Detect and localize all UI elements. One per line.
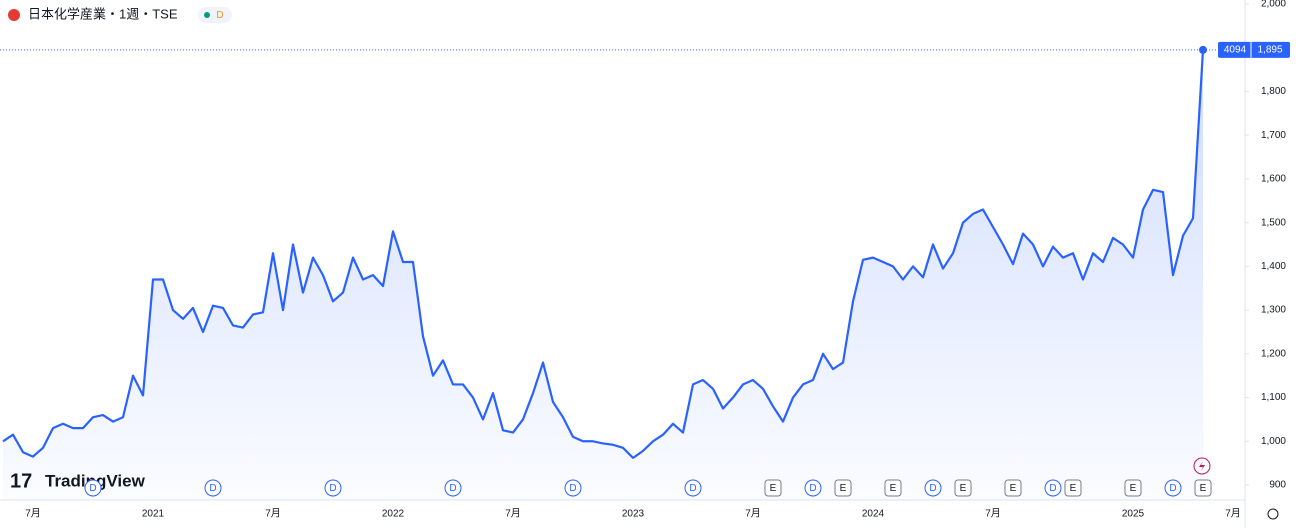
event-label: E [770, 483, 777, 494]
x-tick-label: 2023 [622, 509, 645, 520]
event-label: E [1200, 483, 1207, 494]
status-badge [198, 7, 232, 23]
chart-title: 日本化学産業・1週・TSE [28, 6, 178, 21]
plot [0, 49, 1245, 500]
event-label: E [840, 483, 847, 494]
dividend-marker[interactable] [204, 479, 222, 497]
event-label: D [689, 483, 696, 494]
x-tick-label: 7月 [985, 508, 1001, 520]
event-label: D [929, 483, 936, 494]
dividend-marker[interactable] [444, 479, 462, 497]
dividend-marker[interactable] [684, 479, 702, 497]
event-label: E [960, 483, 967, 494]
last-price-label: 1,895 [1257, 45, 1282, 56]
symbol-code: 4094 [1224, 45, 1247, 56]
symbol-icon [8, 9, 20, 21]
x-tick-label: 7月 [745, 508, 761, 520]
dividend-marker[interactable] [1044, 479, 1062, 497]
dividend-marker[interactable] [804, 479, 822, 497]
price-line [2, 49, 1205, 459]
interval-badge: D [216, 10, 223, 21]
settings-icon[interactable] [1267, 508, 1279, 520]
price-tag [1218, 41, 1290, 58]
event-label: D [89, 483, 96, 494]
lightning-glyph [1199, 461, 1205, 471]
event-label: D [209, 483, 216, 494]
y-tick-label: 1,300 [1261, 305, 1286, 316]
y-tick-label: 1,400 [1261, 261, 1286, 272]
y-tick-label: 2,000 [1261, 0, 1286, 10]
dividend-marker[interactable] [564, 479, 582, 497]
area-fill [3, 49, 1203, 500]
x-tick-label: 2022 [382, 509, 405, 520]
x-tick-label: 2025 [1122, 509, 1145, 520]
x-tick-label: 2021 [142, 509, 165, 520]
earnings-marker[interactable] [1064, 479, 1082, 497]
event-label: E [890, 483, 897, 494]
event-label: D [1169, 483, 1176, 494]
y-tick-label: 1,000 [1261, 436, 1286, 447]
dividend-marker[interactable] [84, 479, 102, 497]
earnings-marker[interactable] [1194, 479, 1212, 497]
event-label: D [1049, 483, 1056, 494]
y-tick-label: 1,200 [1261, 348, 1286, 359]
event-label: D [329, 483, 336, 494]
y-tick-label: 1,700 [1261, 130, 1286, 141]
earnings-marker[interactable] [1124, 479, 1142, 497]
y-tick-label: 1,600 [1261, 174, 1286, 185]
earnings-marker[interactable] [954, 479, 972, 497]
y-tick-label: 1,100 [1261, 392, 1286, 403]
x-tick-label: 7月 [25, 508, 41, 520]
dividend-marker[interactable] [324, 479, 342, 497]
earnings-marker[interactable] [834, 479, 852, 497]
status-dot [204, 12, 210, 18]
event-label: E [1070, 483, 1077, 494]
event-label: E [1130, 483, 1137, 494]
x-tick-label: 7月 [265, 508, 281, 520]
dividend-marker[interactable] [1164, 479, 1182, 497]
earnings-marker[interactable] [764, 479, 782, 497]
event-label: D [569, 483, 576, 494]
y-tick-label: 1,500 [1261, 217, 1286, 228]
y-tick-label: 900 [1269, 480, 1286, 491]
lightning-icon[interactable] [1193, 457, 1211, 475]
dividend-marker[interactable] [924, 479, 942, 497]
x-tick-label: 7月 [505, 508, 521, 520]
event-label: D [809, 483, 816, 494]
logo-mark: 17 [10, 470, 32, 492]
x-tick-label: 2024 [862, 509, 885, 520]
x-tick-label: 7月 [1225, 508, 1241, 520]
earnings-marker[interactable] [1004, 479, 1022, 497]
y-tick-label: 1,800 [1261, 86, 1286, 97]
earnings-marker[interactable] [884, 479, 902, 497]
event-label: D [449, 483, 456, 494]
event-label: E [1010, 483, 1017, 494]
last-point [1199, 45, 1207, 54]
